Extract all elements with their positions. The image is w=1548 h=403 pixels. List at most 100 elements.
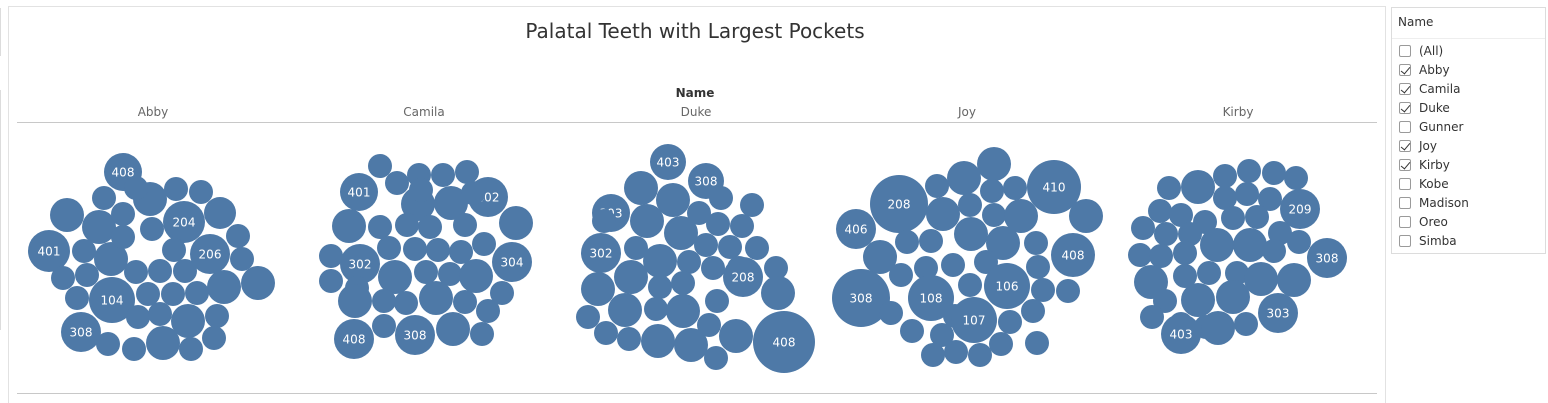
bubble-mark[interactable] bbox=[719, 319, 753, 353]
checkbox-checked[interactable] bbox=[1399, 139, 1411, 152]
bubble-mark[interactable] bbox=[490, 281, 514, 305]
bubble-mark[interactable] bbox=[1161, 314, 1201, 354]
bubble-mark[interactable] bbox=[706, 212, 730, 236]
bubble-mark[interactable] bbox=[1307, 238, 1347, 278]
bubble-mark[interactable] bbox=[207, 270, 241, 304]
bubble-mark[interactable] bbox=[449, 240, 473, 264]
bubble-mark[interactable] bbox=[338, 284, 372, 318]
bubble-mark[interactable] bbox=[332, 209, 366, 243]
bubble-mark[interactable] bbox=[648, 275, 672, 299]
bubble-mark[interactable] bbox=[1201, 311, 1235, 345]
bubble-mark[interactable] bbox=[140, 217, 164, 241]
filter-option[interactable]: Oreo bbox=[1399, 212, 1469, 231]
bubble-mark[interactable] bbox=[630, 204, 664, 238]
bubble-mark[interactable] bbox=[581, 272, 615, 306]
bubble-mark[interactable] bbox=[470, 322, 494, 346]
bubble-mark[interactable] bbox=[202, 326, 226, 350]
bubble-mark[interactable] bbox=[161, 282, 185, 306]
bubble-mark[interactable] bbox=[82, 210, 116, 244]
bubble-mark[interactable] bbox=[921, 343, 945, 367]
bubble-mark[interactable] bbox=[1148, 199, 1172, 223]
bubble-mark[interactable] bbox=[1244, 262, 1278, 296]
bubble-mark[interactable] bbox=[1024, 231, 1048, 255]
bubble-mark[interactable] bbox=[947, 161, 981, 195]
checkbox-unchecked[interactable] bbox=[1399, 196, 1411, 209]
bubble-mark[interactable] bbox=[409, 178, 433, 202]
bubble-mark[interactable] bbox=[958, 273, 982, 297]
bubble-mark[interactable] bbox=[395, 315, 435, 355]
bubble-mark[interactable] bbox=[126, 305, 150, 329]
bubble-mark[interactable] bbox=[697, 313, 721, 337]
bubble-mark[interactable] bbox=[1284, 166, 1308, 190]
checkbox-unchecked[interactable] bbox=[1399, 120, 1411, 133]
bubble-mark[interactable] bbox=[1173, 241, 1197, 265]
bubble-mark[interactable] bbox=[1262, 161, 1286, 185]
bubble-mark[interactable] bbox=[89, 277, 135, 323]
bubble-mark[interactable] bbox=[832, 269, 890, 327]
bubble-mark[interactable] bbox=[431, 163, 455, 187]
bubble-mark[interactable] bbox=[889, 263, 913, 287]
bubble-mark[interactable] bbox=[340, 244, 380, 284]
bubble-mark[interactable] bbox=[664, 216, 698, 250]
bubble-mark[interactable] bbox=[1221, 206, 1245, 230]
bubble-mark[interactable] bbox=[753, 311, 815, 373]
bubble-mark[interactable] bbox=[1213, 186, 1237, 210]
bubble-mark[interactable] bbox=[50, 198, 84, 232]
checkbox-unchecked[interactable] bbox=[1399, 177, 1411, 190]
filter-option[interactable]: Gunner bbox=[1399, 117, 1469, 136]
bubble-mark[interactable] bbox=[96, 332, 120, 356]
bubble-mark[interactable] bbox=[385, 171, 409, 195]
bubble-mark[interactable] bbox=[1173, 264, 1197, 288]
bubble-mark[interactable] bbox=[226, 224, 250, 248]
bubble-mark[interactable] bbox=[171, 304, 205, 338]
bubble-mark[interactable] bbox=[319, 244, 343, 268]
checkbox-checked[interactable] bbox=[1399, 63, 1411, 76]
bubble-mark[interactable] bbox=[1153, 289, 1177, 313]
bubble-mark[interactable] bbox=[954, 217, 988, 251]
bubble-mark[interactable] bbox=[372, 289, 396, 313]
checkbox-checked[interactable] bbox=[1399, 101, 1411, 114]
bubble-mark[interactable] bbox=[1233, 228, 1267, 262]
bubble-mark[interactable] bbox=[65, 286, 89, 310]
bubble-mark[interactable] bbox=[173, 259, 197, 283]
checkbox-unchecked[interactable] bbox=[1399, 215, 1411, 228]
bubble-mark[interactable] bbox=[925, 174, 949, 198]
bubble-mark[interactable] bbox=[419, 281, 453, 315]
bubble-mark[interactable] bbox=[704, 346, 728, 370]
bubble-mark[interactable] bbox=[1237, 159, 1261, 183]
bubble-mark[interactable] bbox=[459, 259, 493, 293]
bubble-mark[interactable] bbox=[1027, 160, 1081, 214]
bubble-mark[interactable] bbox=[984, 263, 1030, 309]
bubble-mark[interactable] bbox=[28, 230, 70, 272]
bubble-mark[interactable] bbox=[205, 304, 229, 328]
bubble-mark[interactable] bbox=[650, 144, 686, 180]
bubble-mark[interactable] bbox=[1258, 293, 1298, 333]
filter-option[interactable]: Abby bbox=[1399, 60, 1469, 79]
bubble-mark[interactable] bbox=[761, 276, 795, 310]
bubble-mark[interactable] bbox=[94, 242, 128, 276]
bubble-mark[interactable] bbox=[709, 186, 733, 210]
bubble-mark[interactable] bbox=[919, 229, 943, 253]
bubble-mark[interactable] bbox=[75, 263, 99, 287]
bubble-mark[interactable] bbox=[1258, 187, 1282, 211]
bubble-mark[interactable] bbox=[378, 260, 412, 294]
bubble-mark[interactable] bbox=[319, 269, 343, 293]
bubble-mark[interactable] bbox=[624, 236, 648, 260]
bubble-mark[interactable] bbox=[914, 256, 938, 280]
filter-option[interactable]: Joy bbox=[1399, 136, 1469, 155]
bubble-mark[interactable] bbox=[930, 323, 954, 347]
bubble-mark[interactable] bbox=[1277, 263, 1311, 297]
bubble-mark[interactable] bbox=[453, 290, 477, 314]
bubble-mark[interactable] bbox=[189, 180, 213, 204]
bubble-mark[interactable] bbox=[148, 302, 172, 326]
bubble-mark[interactable] bbox=[1149, 244, 1173, 268]
bubble-mark[interactable] bbox=[92, 186, 116, 210]
checkbox-checked[interactable] bbox=[1399, 82, 1411, 95]
bubble-mark[interactable] bbox=[1262, 239, 1286, 263]
bubble-mark[interactable] bbox=[1157, 176, 1181, 200]
bubble-mark[interactable] bbox=[951, 297, 997, 343]
bubble-mark[interactable] bbox=[656, 183, 690, 217]
bubble-mark[interactable] bbox=[1287, 230, 1311, 254]
bubble-mark[interactable] bbox=[977, 147, 1011, 181]
bubble-mark[interactable] bbox=[908, 275, 954, 321]
